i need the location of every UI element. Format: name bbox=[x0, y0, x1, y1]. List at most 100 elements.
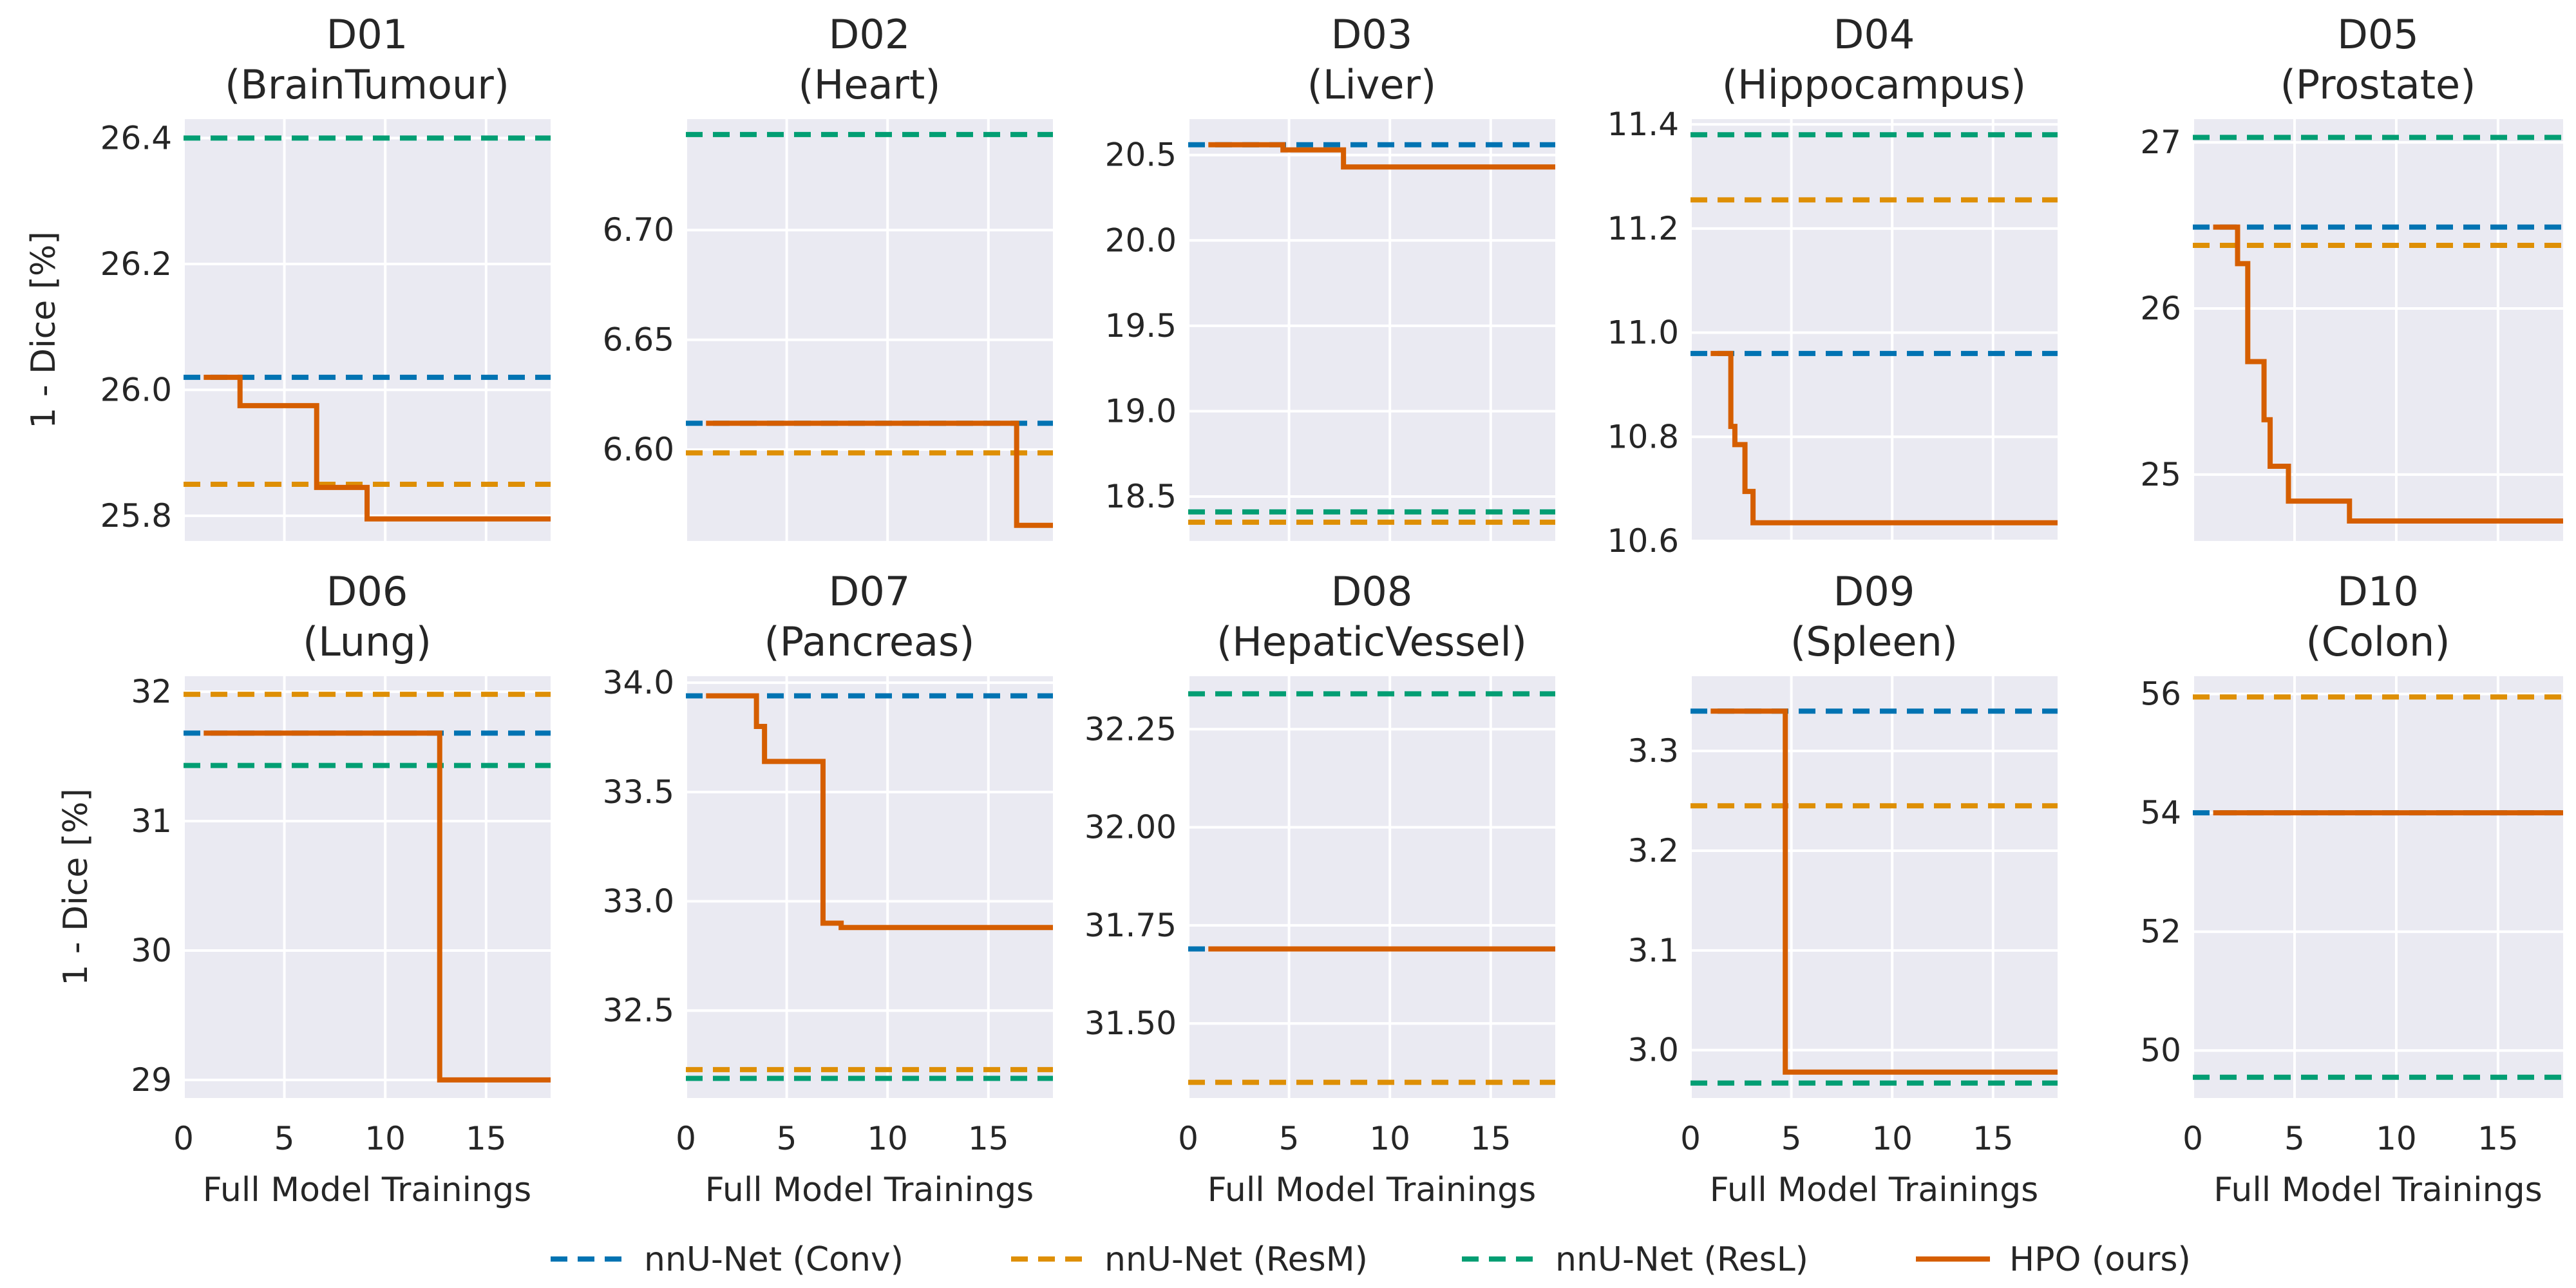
x-tick-label: 5 bbox=[274, 1120, 295, 1157]
y-tick-label: 3.3 bbox=[1627, 732, 1679, 770]
y-tick-label: 31.75 bbox=[1084, 907, 1177, 944]
x-axis-label: Full Model Trainings bbox=[2213, 1171, 2542, 1209]
y-tick-label: 32.25 bbox=[1084, 710, 1177, 748]
y-tick-label: 26.2 bbox=[100, 245, 172, 283]
x-tick-label: 5 bbox=[2284, 1120, 2305, 1157]
y-tick-label: 25.8 bbox=[100, 497, 172, 535]
hpo-line bbox=[1710, 708, 2058, 1075]
x-tick-label: 5 bbox=[777, 1120, 797, 1157]
y-tick-label: 11.4 bbox=[1607, 106, 1679, 143]
subplot-title-id: D04 bbox=[1833, 11, 1915, 58]
y-tick-label: 31 bbox=[131, 802, 172, 840]
plot-background bbox=[1188, 676, 1555, 1098]
subplot-title-name: (HepaticVessel) bbox=[1217, 618, 1527, 665]
y-tick-label: 3.0 bbox=[1627, 1032, 1679, 1069]
subplot-title-name: (BrainTumour) bbox=[225, 61, 509, 108]
subplot-d05: 25 26 27 D05(Prostate) bbox=[2140, 11, 2563, 541]
y-tick-label: 25 bbox=[2140, 456, 2181, 493]
x-tick-label: 0 bbox=[2183, 1120, 2203, 1157]
y-tick-label: 31.50 bbox=[1084, 1005, 1177, 1042]
x-tick-label: 15 bbox=[968, 1120, 1009, 1157]
subplot-title-name: (Hippocampus) bbox=[1722, 61, 2026, 108]
y-tick-label: 20.0 bbox=[1105, 222, 1177, 259]
y-tick-label: 32.5 bbox=[603, 992, 674, 1029]
y-tick-label: 6.65 bbox=[603, 321, 674, 359]
subplot-title-id: D09 bbox=[1833, 568, 1915, 615]
x-tick-label: 15 bbox=[2477, 1120, 2519, 1157]
hpo-line bbox=[706, 421, 1053, 528]
plot-background bbox=[2193, 676, 2563, 1098]
subplot-title-id: D10 bbox=[2337, 568, 2419, 615]
y-tick-label: 29 bbox=[131, 1061, 172, 1099]
subplot-title-id: D05 bbox=[2337, 11, 2419, 58]
hpo-line bbox=[1710, 350, 2058, 526]
legend-label-resm: nnU-Net (ResM) bbox=[1104, 1240, 1368, 1279]
y-tick-label: 26.4 bbox=[100, 119, 172, 156]
subplot-title-name: (Spleen) bbox=[1790, 618, 1958, 665]
y-tick-label: 32 bbox=[131, 673, 172, 710]
subplot-d08: 31.50 31.75 32.00 32.25 0 5 10 15 D08(HepaticVes… bbox=[1084, 568, 1555, 1209]
y-tick-label: 33.5 bbox=[603, 773, 674, 811]
y-tick-label: 34.0 bbox=[603, 664, 674, 701]
hpo-line bbox=[2213, 224, 2563, 524]
subplot-title-id: D08 bbox=[1331, 568, 1413, 615]
y-tick-label: 30 bbox=[131, 932, 172, 969]
plot-background bbox=[686, 119, 1053, 541]
x-tick-label: 0 bbox=[173, 1120, 194, 1157]
x-axis-label: Full Model Trainings bbox=[1208, 1171, 1536, 1209]
subplot-d09: 3.0 3.1 3.2 3.3 0 5 10 15 D09(Spleen) Full Model … bbox=[1627, 568, 2058, 1209]
y-tick-label: 18.5 bbox=[1105, 478, 1177, 515]
x-tick-label: 15 bbox=[466, 1120, 507, 1157]
y-tick-label: 6.70 bbox=[603, 211, 674, 249]
subplot-title-name: (Pancreas) bbox=[764, 618, 975, 665]
y-tick-label: 26.0 bbox=[100, 371, 172, 408]
subplot-title-name: (Lung) bbox=[303, 618, 431, 665]
x-tick-label: 0 bbox=[1178, 1120, 1198, 1157]
y-axis-label: 1 - Dice [%] bbox=[24, 231, 63, 429]
plot-background bbox=[2193, 119, 2563, 541]
y-tick-label: 33.0 bbox=[603, 883, 674, 920]
plot-background bbox=[184, 676, 551, 1098]
y-tick-label: 19.5 bbox=[1105, 307, 1177, 345]
x-tick-label: 0 bbox=[676, 1120, 696, 1157]
subplot-d04: 10.6 10.8 11.0 11.2 11.4 D04(Hippocampus) bbox=[1607, 11, 2058, 560]
x-tick-label: 5 bbox=[1781, 1120, 1802, 1157]
subplot-d06: 29 30 31 32 0 5 10 15 D06(Lung) Full Model Traini… bbox=[57, 568, 551, 1209]
subplot-d10: 50 52 54 56 0 5 10 15 D10(Colon) Full Model Train… bbox=[2140, 568, 2563, 1209]
x-tick-label: 15 bbox=[1470, 1120, 1511, 1157]
y-tick-label: 20.5 bbox=[1105, 137, 1177, 174]
x-tick-label: 10 bbox=[867, 1120, 908, 1157]
y-tick-label: 11.0 bbox=[1607, 314, 1679, 352]
plot-background bbox=[686, 676, 1053, 1098]
x-tick-label: 0 bbox=[1680, 1120, 1701, 1157]
subplot-title-name: (Prostate) bbox=[2280, 61, 2476, 108]
legend-label-resl: nnU-Net (ResL) bbox=[1555, 1240, 1808, 1279]
y-tick-label: 10.6 bbox=[1607, 522, 1679, 560]
plot-background bbox=[1690, 676, 2058, 1098]
subplot-title-id: D06 bbox=[327, 568, 408, 615]
y-tick-label: 27 bbox=[2140, 124, 2181, 161]
subplot-d02: 6.60 6.65 6.70 D02(Heart) bbox=[603, 11, 1053, 541]
hpo-line bbox=[204, 374, 551, 522]
y-tick-label: 6.60 bbox=[603, 431, 674, 468]
y-tick-label: 32.00 bbox=[1084, 809, 1177, 846]
subplot-title-id: D03 bbox=[1331, 11, 1413, 58]
y-tick-label: 3.2 bbox=[1627, 832, 1679, 869]
x-axis-label: Full Model Trainings bbox=[203, 1171, 531, 1209]
subplot-title-name: (Heart) bbox=[799, 61, 941, 108]
subplot-d01: 25.8 26.0 26.2 26.4 D01(BrainTumour) 1 - Dice… bbox=[24, 11, 551, 541]
y-tick-label: 3.1 bbox=[1627, 932, 1679, 969]
legend-label-hpo: HPO (ours) bbox=[2009, 1240, 2191, 1279]
x-tick-label: 10 bbox=[365, 1120, 406, 1157]
subplot-d03: 18.5 19.0 19.5 20.0 20.5 D03(Liver) bbox=[1105, 11, 1555, 541]
y-tick-label: 19.0 bbox=[1105, 392, 1177, 430]
y-tick-label: 11.2 bbox=[1607, 210, 1679, 247]
legend: nnU-Net (Conv) nnU-Net (ResM) nnU-Net (Res… bbox=[551, 1240, 2191, 1279]
x-tick-label: 5 bbox=[1279, 1120, 1300, 1157]
x-tick-label: 10 bbox=[1871, 1120, 1913, 1157]
y-tick-label: 54 bbox=[2140, 794, 2181, 831]
subplot-title-id: D07 bbox=[829, 568, 911, 615]
y-tick-label: 10.8 bbox=[1607, 418, 1679, 455]
y-axis-label: 1 - Dice [%] bbox=[57, 788, 95, 986]
